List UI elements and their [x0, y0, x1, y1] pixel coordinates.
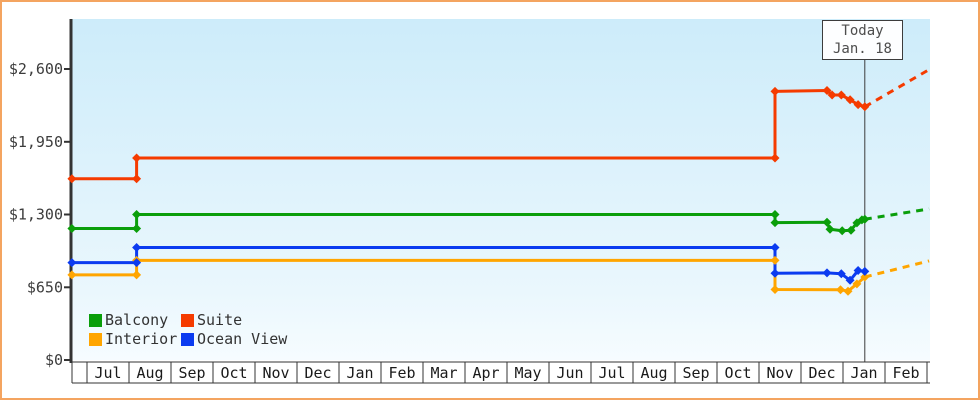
data-point-ocean-view	[853, 266, 863, 275]
data-point-suite	[845, 95, 855, 105]
legend-label-ocean-view: Ocean View	[197, 330, 288, 348]
legend-swatch-balcony	[89, 313, 102, 327]
today-label: Today	[841, 23, 884, 39]
today-date: Jan. 18	[832, 41, 892, 57]
month-label: Apr	[472, 364, 499, 382]
legend-item-interior: Interior	[89, 330, 181, 348]
month-label: Aug	[640, 364, 667, 382]
data-point-interior	[67, 270, 77, 280]
data-point-balcony	[132, 224, 142, 233]
data-point-balcony	[67, 224, 77, 233]
data-point-suite	[770, 153, 780, 163]
data-point-suite	[853, 100, 863, 110]
legend-swatch-interior	[89, 332, 102, 346]
price-projection-balcony	[864, 207, 930, 221]
month-label: Oct	[724, 364, 751, 382]
data-point-balcony	[822, 217, 832, 227]
legend-swatch-suite	[181, 313, 194, 327]
data-point-suite	[132, 174, 142, 184]
legend-label-balcony: Balcony	[105, 311, 169, 329]
data-point-balcony	[770, 218, 780, 228]
data-point-suite	[132, 153, 142, 163]
data-point-ocean-view	[770, 268, 780, 278]
month-label: Mar	[430, 364, 457, 382]
legend-swatch-ocean-view	[181, 332, 194, 346]
data-point-ocean-view	[67, 258, 77, 268]
month-label: Jun	[556, 364, 583, 382]
data-point-balcony	[860, 214, 870, 224]
month-label: Jul	[598, 364, 625, 382]
y-axis-tick-label: $1,950	[9, 133, 63, 151]
y-axis-tick-label: $0	[45, 351, 63, 369]
month-label: Nov	[766, 364, 793, 382]
y-axis-tick-label: $2,600	[9, 60, 63, 78]
month-label: Sep	[178, 364, 205, 382]
data-point-balcony	[132, 210, 142, 219]
month-label: Nov	[262, 364, 289, 382]
month-label: Jan	[346, 364, 373, 382]
data-point-interior	[770, 255, 780, 265]
legend-item-balcony: Balcony	[89, 311, 181, 329]
data-point-interior	[132, 270, 142, 280]
plot-background	[72, 19, 930, 360]
month-label: Feb	[388, 364, 415, 382]
data-point-interior	[836, 285, 845, 295]
data-point-suite	[822, 86, 832, 95]
price-projection-interior	[864, 259, 930, 279]
data-point-suite	[860, 102, 870, 112]
data-point-balcony	[825, 224, 835, 234]
data-point-suite	[827, 90, 837, 100]
data-point-interior	[852, 279, 862, 289]
data-point-ocean-view	[822, 268, 832, 278]
data-point-suite	[67, 174, 77, 184]
data-point-interior	[843, 286, 853, 296]
month-label: Jul	[94, 364, 121, 382]
data-point-suite	[836, 90, 846, 100]
month-label: Dec	[808, 364, 835, 382]
legend-item-suite: Suite	[181, 311, 287, 329]
data-point-ocean-view	[845, 275, 855, 285]
month-label: Feb	[892, 364, 919, 382]
data-point-balcony	[770, 210, 780, 219]
month-label: Aug	[136, 364, 163, 382]
data-point-ocean-view	[860, 266, 870, 276]
month-label: Oct	[220, 364, 247, 382]
data-point-ocean-view	[836, 269, 846, 279]
today-marker-box: Today Jan. 18	[822, 20, 903, 60]
legend-item-ocean-view: Ocean View	[181, 330, 288, 348]
y-axis-tick-label: $650	[27, 278, 63, 296]
y-axis-tick-label: $1,300	[9, 206, 63, 224]
data-point-balcony	[837, 226, 847, 236]
data-point-ocean-view	[132, 258, 142, 268]
data-point-balcony	[846, 225, 856, 235]
month-label: Dec	[304, 364, 331, 382]
data-point-ocean-view	[770, 243, 780, 252]
data-point-interior	[860, 272, 870, 282]
chart-legend: Balcony Suite Interior Ocean View	[89, 311, 288, 348]
legend-label-interior: Interior	[105, 330, 178, 348]
price-line-ocean-view	[71, 246, 865, 282]
y-axis-line	[69, 19, 73, 363]
data-point-interior	[770, 285, 780, 294]
month-label: Sep	[682, 364, 709, 382]
data-point-suite	[770, 86, 780, 96]
legend-label-suite: Suite	[197, 311, 243, 329]
data-point-ocean-view	[132, 243, 142, 252]
month-label: May	[514, 364, 541, 382]
month-label: Jan	[850, 364, 877, 382]
